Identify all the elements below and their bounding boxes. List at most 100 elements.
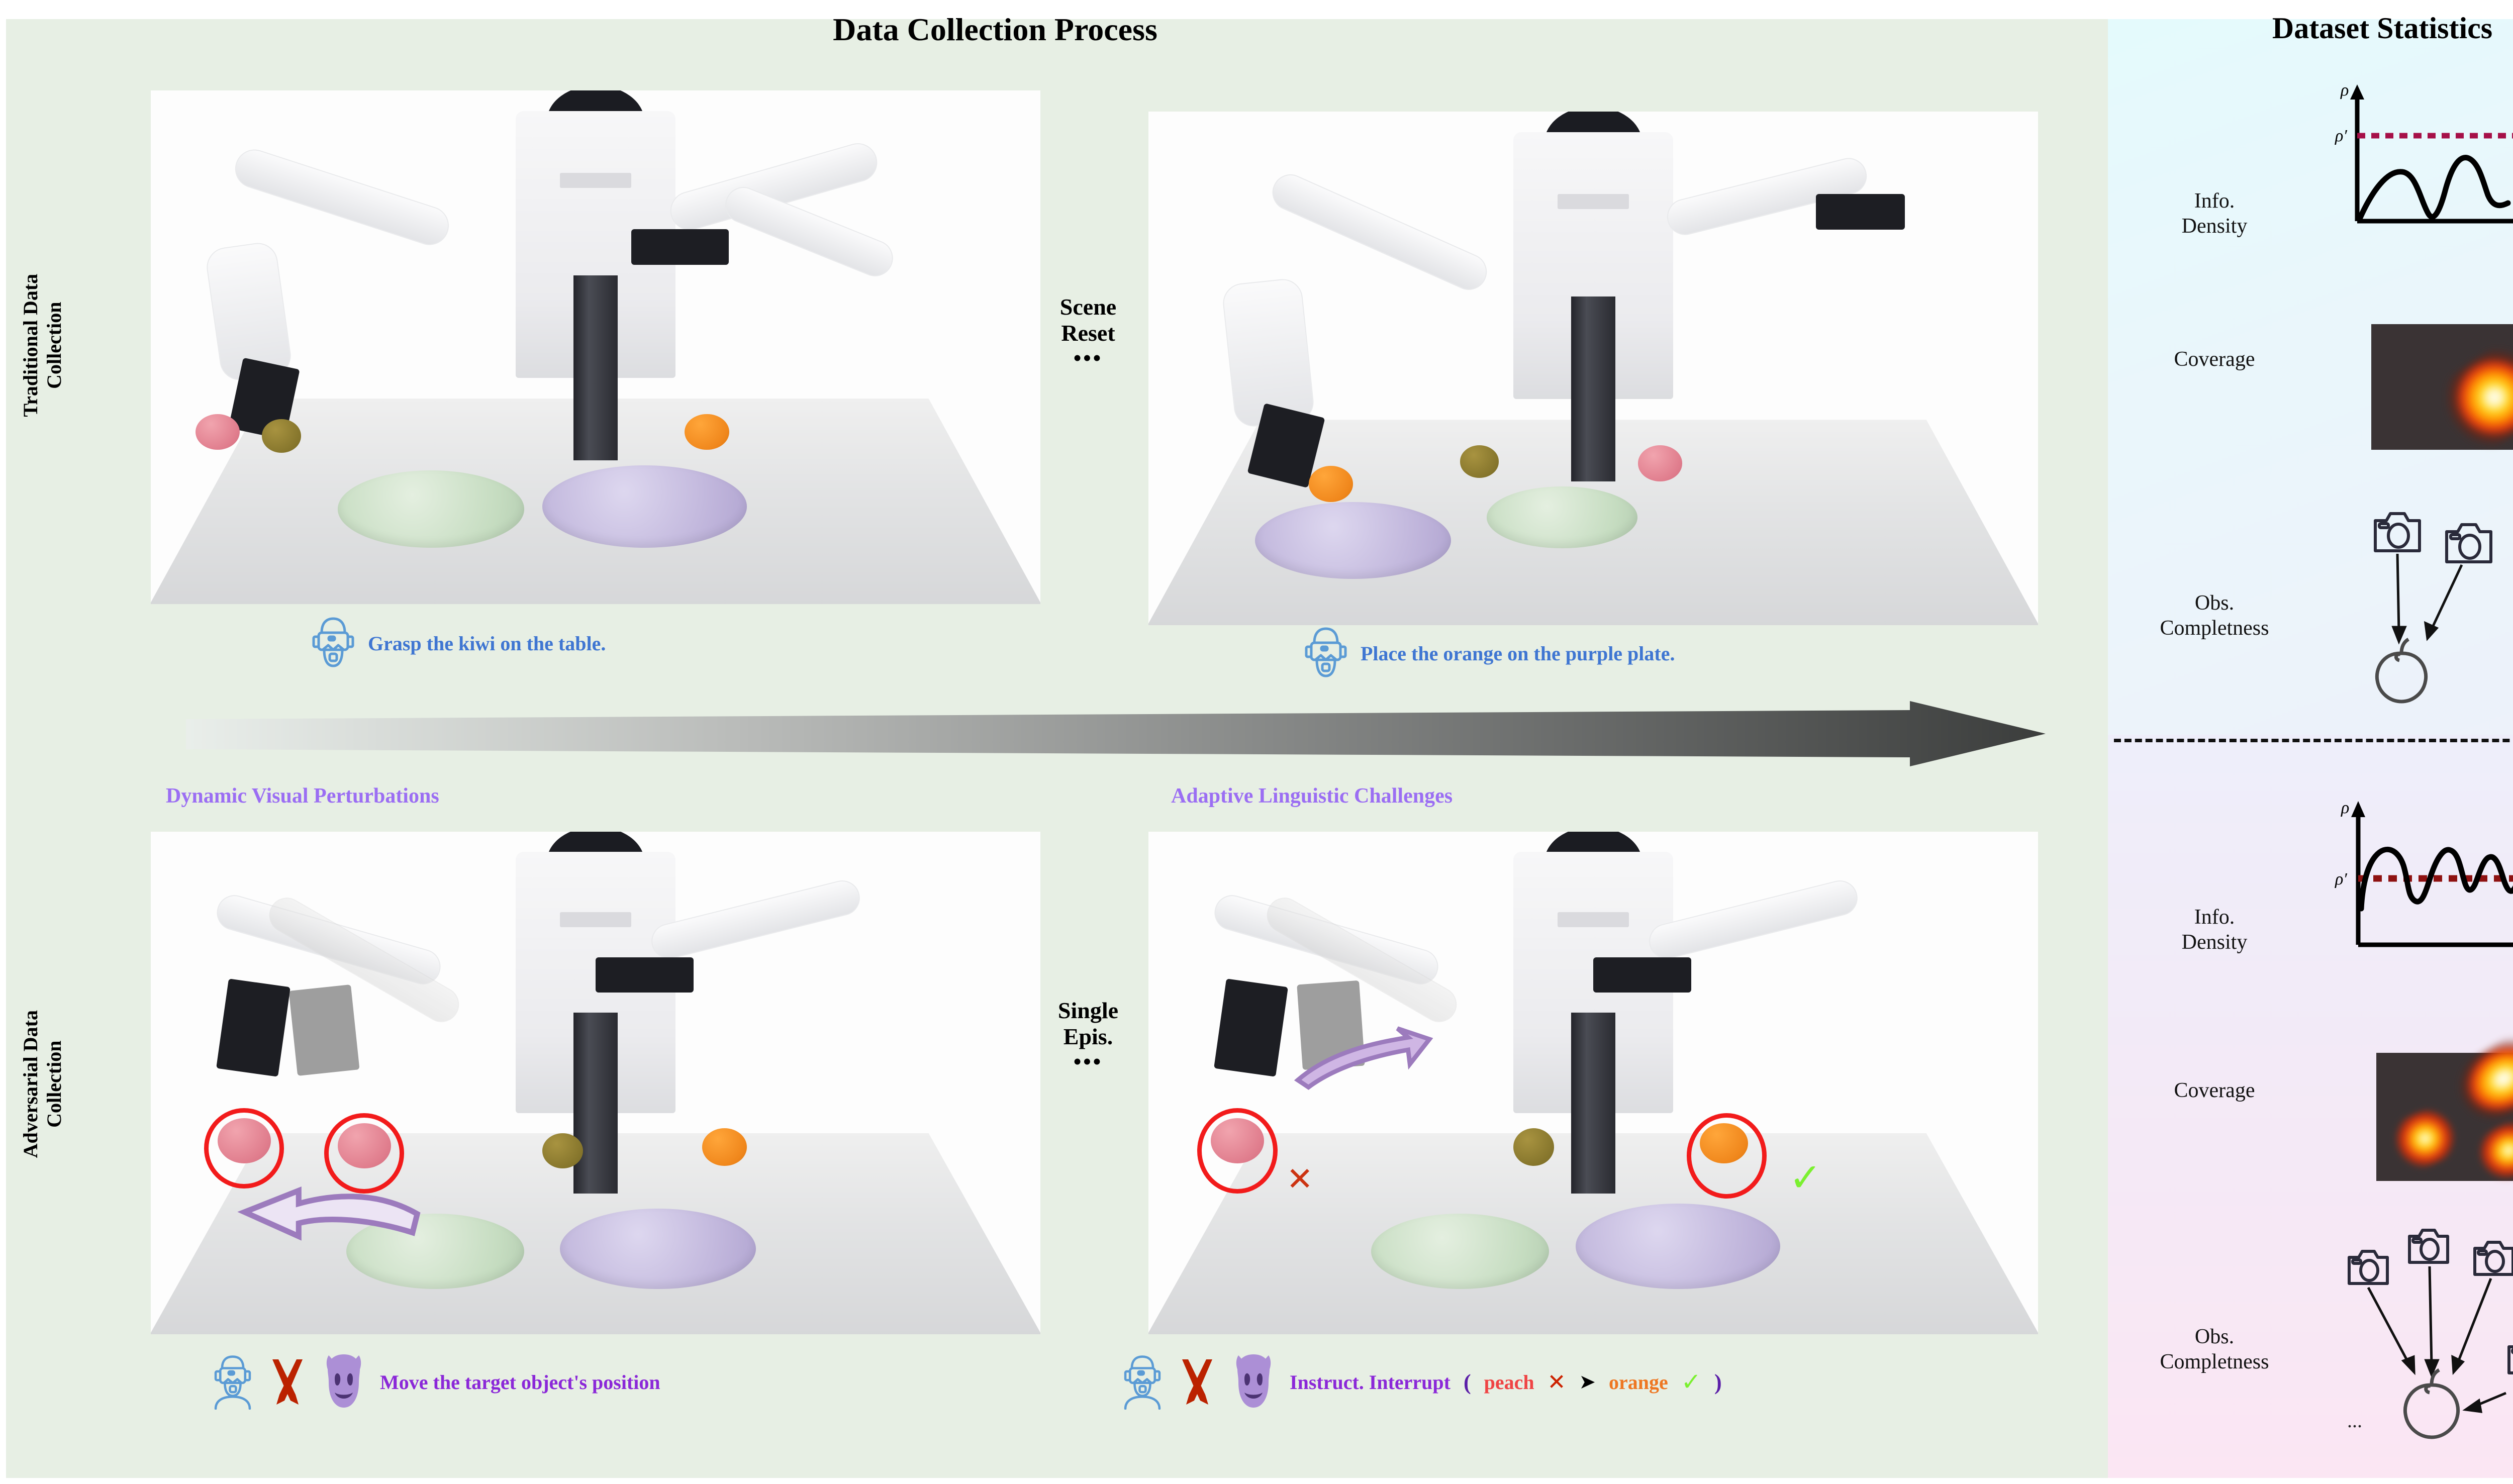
single-epis-line1: Single <box>1057 998 1119 1023</box>
caption-word-orange: orange <box>1609 1370 1668 1394</box>
caption-text-instruct-interrupt: Instruct. Interrupt <box>1290 1370 1451 1394</box>
stats-label-obs-completness-bottom: Obs. Completness <box>2139 1324 2290 1375</box>
robot-left-gripper <box>1213 978 1288 1077</box>
plate-green <box>337 470 525 548</box>
caption-check-icon: ✓ <box>1681 1368 1702 1396</box>
caption-text-move-target: Move the target object's position <box>380 1370 660 1394</box>
coverage-label-bottom: Coverage <box>2174 1079 2255 1102</box>
heading-dataset-statistics: Dataset Statistics <box>2272 12 2493 45</box>
robot-brand-strip <box>560 912 631 927</box>
robot-left-gripper <box>216 978 291 1077</box>
scene-traditional-place-orange <box>1148 112 2038 625</box>
caption-arrow-icon: ➤ <box>1579 1370 1596 1394</box>
fruit-orange <box>1308 466 1354 502</box>
caption-top-left: Grasp the kiwi on the table. <box>312 616 606 671</box>
caption-bottom-left: Move the target object's position <box>211 1354 660 1410</box>
caption-text-place-orange: Place the orange on the purple plate. <box>1361 642 1675 665</box>
purple-instruction-switch-arrow <box>1294 1026 1433 1090</box>
robot-column <box>1571 1013 1616 1194</box>
diagram-obs-completness-adversarial: ... <box>2347 1229 2513 1439</box>
caption-open-paren: ( <box>1463 1369 1471 1395</box>
info-density-line2-bottom: Density <box>2181 931 2248 954</box>
scene-reset-line2: Reset <box>1061 320 1115 346</box>
obs-label-line1-bottom: Obs. <box>2194 1325 2235 1348</box>
info-density-line1-top: Info. <box>2194 189 2235 213</box>
horizontal-divider <box>2114 739 2513 742</box>
plate-purple <box>1575 1204 1780 1289</box>
axis-label-rho-prime-bottom: ρ′ <box>2335 870 2347 888</box>
axis-label-rho-top: ρ <box>2340 81 2349 100</box>
red-circle-orange-accepted <box>1686 1113 1767 1199</box>
fruit-kiwi <box>1460 445 1499 478</box>
red-circle-peach-rejected <box>1197 1108 1278 1194</box>
stats-label-obs-completness-top: Obs. Completness <box>2139 590 2290 641</box>
vr-headset-icon <box>312 617 354 667</box>
robot-brand-strip <box>560 172 631 188</box>
fruit-kiwi <box>542 1133 584 1168</box>
fruit-orange <box>685 414 729 450</box>
red-circle-peach-new <box>204 1108 284 1189</box>
chart-info-density-traditional: ρ ρ′ t <box>2335 81 2513 224</box>
obs-ellipsis-label: ... <box>2347 1409 2362 1432</box>
heatmap-peak-1 <box>2428 333 2513 461</box>
row-label-traditional-line1: Traditional Data <box>19 273 42 417</box>
caption-text-grasp-kiwi: Grasp the kiwi on the table. <box>368 632 606 655</box>
obs-label-line1-top: Obs. <box>2194 591 2235 615</box>
vr-headset-icon <box>1305 627 1347 677</box>
coverage-label-top: Coverage <box>2174 348 2255 371</box>
stats-label-coverage-bottom: Coverage <box>2139 1078 2290 1103</box>
caption-bottom-right: Instruct. Interrupt ( peach ✕ ➤ orange ✓… <box>1121 1354 1722 1410</box>
robot-right-gripper <box>631 229 729 265</box>
scene-adversarial-visual-perturbation <box>151 832 1040 1334</box>
fruit-kiwi <box>1513 1128 1555 1166</box>
devil-face-icon <box>326 1354 361 1408</box>
robot-brand-strip <box>1558 193 1629 210</box>
heatmap-coverage-adversarial <box>2376 1022 2513 1190</box>
heatmap-coverage-traditional <box>2371 324 2513 461</box>
scene-traditional-grasp-kiwi <box>151 90 1040 604</box>
row-label-adversarial-line2: Collection <box>43 1040 65 1128</box>
info-density-line1-bottom: Info. <box>2194 906 2235 929</box>
scene-adversarial-linguistic-challenge: ✕ ✓ <box>1148 832 2038 1334</box>
purple-move-arrow <box>237 1186 421 1241</box>
scene-reset-line1: Scene <box>1059 294 1117 320</box>
vr-headset-icon <box>214 1355 251 1410</box>
robot-right-gripper <box>1593 957 1691 993</box>
crossed-swords-icon <box>272 1359 303 1405</box>
stats-label-info-density-bottom: Info. Density <box>2139 905 2290 955</box>
info-density-line2-top: Density <box>2181 215 2248 238</box>
robot-right-gripper <box>596 957 694 993</box>
scene-reset-ellipsis: ••• <box>1073 346 1103 371</box>
label-adaptive-linguistic-challenges: Adaptive Linguistic Challenges <box>1171 784 1453 808</box>
single-epis-ellipsis: ••• <box>1073 1049 1103 1074</box>
caption-close-paren: ) <box>1714 1369 1722 1395</box>
caption-top-right: Place the orange on the purple plate. <box>1304 626 1675 681</box>
heading-data-collection-process: Data Collection Process <box>833 12 1157 47</box>
obs-label-line2-top: Completness <box>2160 617 2269 640</box>
plate-green <box>1371 1214 1549 1289</box>
diagram-obs-completness-traditional <box>2374 512 2492 704</box>
axis-label-rho-bottom: ρ <box>2341 799 2349 817</box>
fruit-peach <box>195 414 240 450</box>
heatmap-peak-2 <box>2383 1101 2466 1176</box>
process-progress-arrow <box>186 701 2046 766</box>
robot-column <box>573 1013 618 1194</box>
plate-purple <box>1255 502 1451 579</box>
row-label-adversarial-line1: Adversarial Data <box>19 1010 42 1158</box>
plate-green <box>1486 486 1638 548</box>
transition-label-scene-reset: Scene Reset ••• <box>1023 294 1153 370</box>
single-epis-line2: Epis. <box>1063 1023 1113 1049</box>
plate-purple <box>560 1209 756 1289</box>
red-circle-peach-old <box>324 1113 405 1194</box>
row-label-traditional-line2: Collection <box>43 302 65 389</box>
row-label-traditional-data-collection: Traditional Data Collection <box>19 215 66 476</box>
scene-x-mark: ✕ <box>1286 1161 1313 1198</box>
caption-x-icon: ✕ <box>1547 1369 1566 1395</box>
plate-purple <box>542 465 747 548</box>
chart-info-density-adversarial: ρ ρ′ t <box>2335 799 2513 947</box>
fruit-orange <box>702 1128 747 1166</box>
robot-right-gripper <box>1815 193 1905 230</box>
robot-column <box>1571 296 1616 481</box>
scene-check-mark: ✓ <box>1789 1155 1822 1201</box>
